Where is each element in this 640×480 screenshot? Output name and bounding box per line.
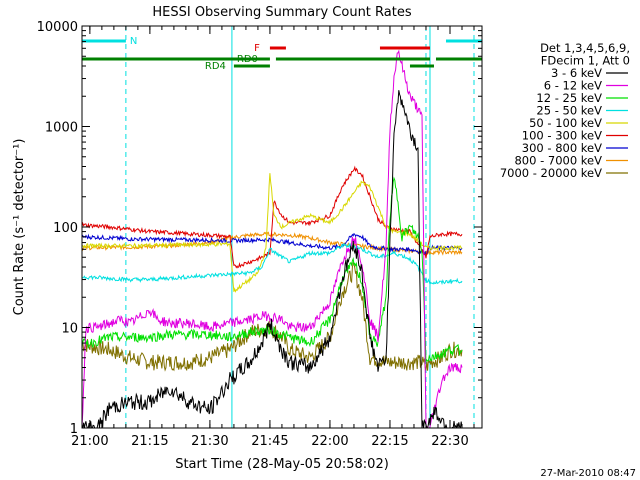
y-tick-label-1: 10 <box>61 322 78 337</box>
x-tick-label-2: 21:30 <box>191 434 228 449</box>
series-line-0 <box>82 90 463 428</box>
x-tick-label-0: 21:00 <box>71 434 108 449</box>
y-tick-label-4: 10000 <box>37 20 78 35</box>
x-tick-label-4: 22:00 <box>311 434 348 449</box>
legend-label-5: 100 - 300 keV <box>522 129 602 143</box>
y-tick-label-0: 1 <box>70 422 78 437</box>
flag-label-f: F <box>254 43 260 54</box>
flag-label-rd0: RD0 <box>237 54 258 65</box>
series-line-5 <box>82 165 463 269</box>
legend-header-0: Det 1,3,4,5,6,9, <box>540 41 630 55</box>
chart-title: HESSI Observing Summary Count Rates <box>152 5 411 20</box>
series-line-6 <box>82 232 463 256</box>
flag-label-n: N <box>130 36 137 47</box>
axes: 1 10 100 1000 10000 21:00 21:15 21:30 21:45 22:00… <box>37 20 482 449</box>
flag-label-rd4: RD4 <box>205 61 226 72</box>
legend-label-3: 25 - 50 keV <box>536 104 602 118</box>
legend-label-1: 6 - 12 keV <box>544 79 602 93</box>
x-axis-label: Start Time (28-May-05 20:58:02) <box>175 457 389 472</box>
y-tick-label-2: 100 <box>53 221 78 236</box>
x-tick-label-5: 22:15 <box>371 434 408 449</box>
x-tick-label-6: 22:30 <box>431 434 468 449</box>
legend-header-1: FDecim 1, Att 0 <box>541 54 630 68</box>
x-tick-label-3: 21:45 <box>251 434 288 449</box>
series-line-2 <box>82 176 463 362</box>
footer-timestamp: 27-Mar-2010 08:47 <box>540 468 636 479</box>
legend-label-4: 50 - 100 keV <box>529 116 602 130</box>
legend-label-7: 800 - 7000 keV <box>514 154 602 168</box>
y-axis-label: Count Rate (s⁻¹ detector⁻¹) <box>12 139 27 316</box>
legend-label-2: 12 - 25 keV <box>536 91 602 105</box>
x-tick-label-1: 21:15 <box>131 434 168 449</box>
legend-label-8: 7000 - 20000 keV <box>500 166 602 180</box>
legend-label-6: 300 - 800 keV <box>522 141 602 155</box>
series-line-3 <box>82 242 463 286</box>
y-tick-label-3: 1000 <box>45 121 78 136</box>
legend: Det 1,3,4,5,6,9,FDecim 1, Att 03 - 6 keV… <box>500 41 630 180</box>
series-group <box>82 49 463 428</box>
series-line-4 <box>82 173 463 293</box>
legend-label-0: 3 - 6 keV <box>551 66 602 80</box>
